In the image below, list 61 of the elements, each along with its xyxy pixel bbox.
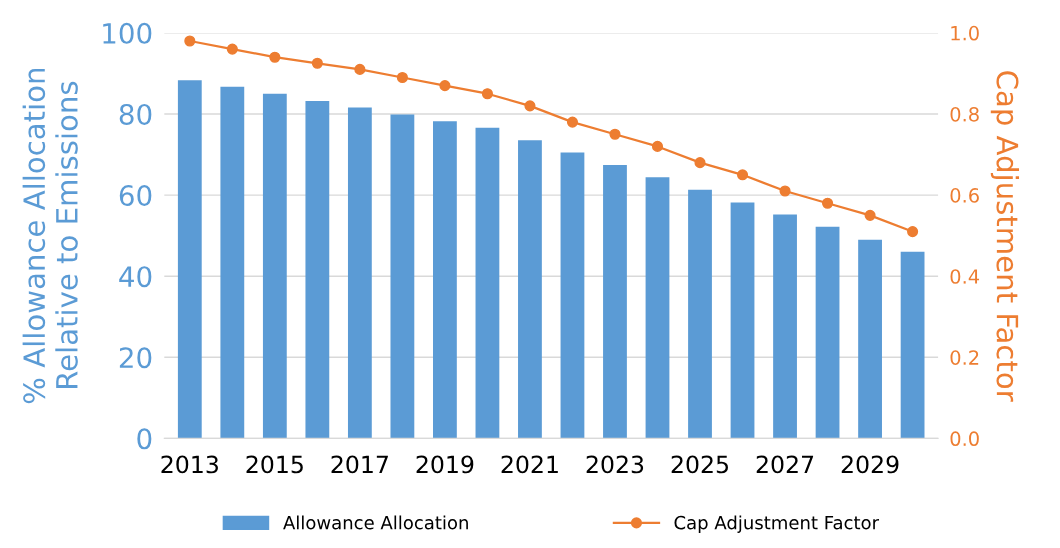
bar — [433, 121, 457, 439]
point — [651, 140, 664, 152]
point — [354, 63, 366, 75]
point — [226, 43, 238, 55]
x-tick-label: 2017 — [331, 455, 388, 474]
y-axis-title: % Allowance Allocation Relative to Emissions — [22, 69, 78, 404]
y2-tick-label: 0.6 — [950, 188, 979, 203]
bar — [262, 93, 287, 439]
bar — [390, 114, 415, 439]
point — [269, 51, 281, 63]
point — [779, 185, 791, 197]
y-tick-label: 80 — [119, 103, 152, 125]
bar — [688, 189, 712, 439]
y-tick-label: 100 — [103, 22, 152, 44]
point — [396, 71, 408, 84]
point — [566, 116, 579, 128]
bar — [815, 226, 840, 439]
x-tick-label: 2013 — [161, 455, 218, 474]
bar — [475, 127, 500, 439]
x-tick-label: 2029 — [841, 455, 899, 474]
y-tick-label: 60 — [119, 185, 152, 207]
y2-tick-label: 1.0 — [951, 25, 979, 41]
bar — [305, 101, 330, 439]
point — [822, 197, 834, 209]
x-tick-label: 2021 — [501, 455, 558, 474]
y2-axis-title: Cap Adjustment Factor — [990, 71, 1020, 402]
y2-tick-label: 0.8 — [950, 106, 979, 122]
point — [524, 100, 536, 112]
bar — [773, 214, 797, 439]
bar — [177, 80, 202, 439]
y2-tick-label: 0.4 — [950, 269, 980, 284]
y-tick-label: 40 — [119, 266, 152, 288]
bar — [518, 140, 542, 439]
x-tick-label: 2015 — [246, 455, 303, 474]
bar — [347, 107, 372, 439]
point — [311, 57, 323, 69]
bar — [603, 165, 627, 439]
point — [609, 128, 621, 140]
point — [184, 35, 196, 47]
x-tick-label: 2019 — [416, 455, 474, 474]
point — [439, 80, 451, 92]
x-tick-label: 2023 — [586, 455, 644, 474]
bar — [858, 239, 882, 439]
legend-label: Cap Adjustment Factor — [674, 515, 880, 533]
bar — [645, 177, 670, 439]
point — [694, 157, 706, 169]
point — [864, 209, 876, 221]
bar — [560, 152, 585, 439]
bar — [900, 251, 925, 439]
x-tick-label: 2025 — [671, 455, 728, 474]
y-tick-label: 0 — [137, 428, 152, 450]
y-tick-label: 20 — [119, 347, 152, 369]
point — [736, 169, 749, 181]
bar — [220, 86, 245, 439]
point — [907, 226, 919, 238]
legend-label: Allowance Allocation — [283, 515, 468, 530]
y2-tick-label: 0.2 — [950, 350, 979, 365]
y2-tick-label: 0.0 — [950, 431, 979, 447]
x-tick-label: 2027 — [756, 455, 814, 474]
bar — [730, 202, 755, 439]
point — [481, 88, 493, 100]
